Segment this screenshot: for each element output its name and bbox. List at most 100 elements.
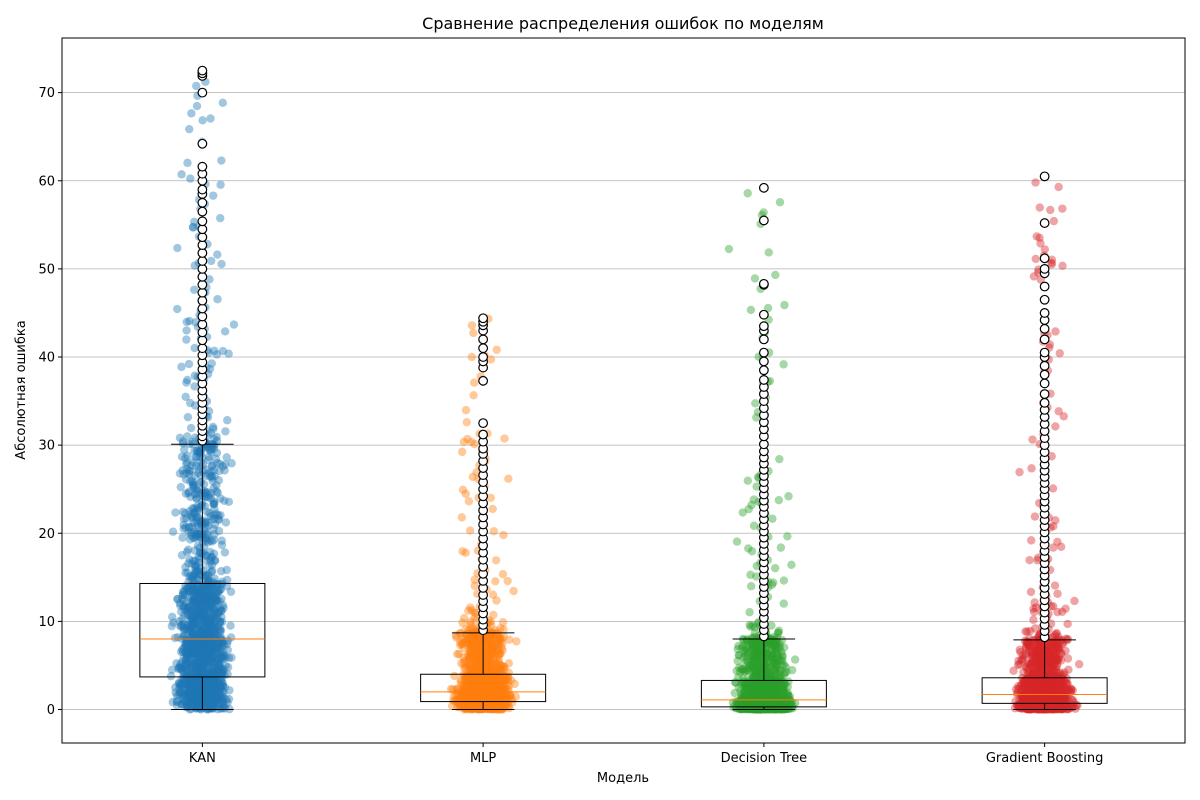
scatter-point bbox=[204, 687, 213, 697]
scatter-point bbox=[193, 594, 202, 603]
scatter-point bbox=[192, 529, 202, 538]
scatter-point bbox=[223, 416, 232, 425]
scatter-point bbox=[190, 490, 200, 499]
scatter-point bbox=[217, 617, 227, 627]
scatter-point bbox=[202, 529, 212, 539]
scatter-point bbox=[208, 636, 218, 645]
scatter-point bbox=[206, 597, 215, 606]
scatter-point bbox=[188, 646, 197, 656]
scatter-point bbox=[770, 640, 780, 649]
scatter-point bbox=[189, 687, 198, 697]
scatter-point bbox=[181, 665, 190, 675]
scatter-point bbox=[219, 688, 228, 697]
scatter-point bbox=[184, 690, 193, 700]
scatter-point bbox=[214, 658, 223, 667]
scatter-point bbox=[179, 683, 188, 693]
scatter-point bbox=[210, 658, 220, 668]
scatter-point bbox=[207, 640, 216, 649]
scatter-point bbox=[176, 660, 185, 669]
scatter-point bbox=[190, 527, 199, 537]
scatter-point bbox=[194, 662, 203, 672]
scatter-point bbox=[200, 487, 210, 496]
scatter-point bbox=[183, 584, 192, 593]
scatter-point bbox=[204, 586, 213, 596]
scatter-point bbox=[779, 599, 788, 608]
scatter-point bbox=[217, 156, 226, 165]
scatter-point bbox=[207, 592, 217, 602]
scatter-point bbox=[209, 625, 219, 635]
scatter-point bbox=[199, 596, 208, 606]
scatter-point bbox=[212, 671, 221, 680]
scatter-point bbox=[190, 546, 200, 555]
scatter-point bbox=[213, 668, 223, 678]
scatter-point bbox=[181, 392, 190, 401]
scatter-point bbox=[748, 651, 758, 661]
scatter-point bbox=[197, 630, 207, 639]
scatter-point bbox=[209, 483, 218, 493]
scatter-point bbox=[188, 223, 198, 232]
scatter-point bbox=[777, 673, 786, 683]
scatter-point bbox=[198, 609, 207, 619]
scatter-point bbox=[209, 681, 218, 690]
scatter-point bbox=[208, 700, 217, 709]
scatter-point bbox=[724, 244, 734, 254]
scatter-point bbox=[203, 700, 212, 709]
scatter-point bbox=[469, 391, 478, 400]
scatter-point bbox=[212, 480, 221, 490]
scatter-point bbox=[196, 611, 206, 620]
scatter-point bbox=[202, 689, 211, 699]
scatter-point bbox=[183, 458, 192, 467]
scatter-point bbox=[470, 439, 479, 449]
scatter-point bbox=[188, 481, 198, 490]
scatter-point bbox=[766, 671, 775, 681]
scatter-point bbox=[207, 639, 217, 649]
scatter-point bbox=[192, 649, 201, 658]
scatter-point bbox=[197, 620, 206, 629]
scatter-point bbox=[192, 674, 202, 683]
scatter-point bbox=[186, 620, 196, 630]
scatter-point bbox=[204, 630, 214, 639]
scatter-point bbox=[500, 434, 509, 443]
scatter-point bbox=[203, 601, 213, 611]
scatter-point bbox=[181, 459, 191, 469]
scatter-point bbox=[205, 555, 215, 564]
scatter-point bbox=[214, 639, 224, 648]
scatter-point bbox=[469, 328, 478, 338]
scatter-point bbox=[194, 679, 203, 689]
scatter-point bbox=[206, 703, 216, 713]
scatter-point bbox=[213, 700, 223, 710]
scatter-point bbox=[176, 482, 186, 492]
scatter-point bbox=[202, 701, 211, 710]
scatter-point bbox=[192, 81, 201, 91]
scatter-point bbox=[209, 640, 218, 649]
scatter-point bbox=[193, 520, 202, 530]
scatter-point bbox=[186, 531, 196, 540]
scatter-point bbox=[176, 621, 186, 631]
scatter-point bbox=[214, 686, 223, 696]
scatter-point bbox=[192, 597, 201, 606]
scatter-point bbox=[192, 677, 201, 686]
scatter-point bbox=[183, 412, 193, 422]
scatter-point bbox=[182, 648, 191, 657]
scatter-point bbox=[182, 691, 191, 701]
scatter-point bbox=[217, 566, 226, 576]
scatter-point bbox=[204, 598, 213, 607]
scatter-point bbox=[196, 644, 206, 654]
scatter-point bbox=[222, 695, 231, 704]
scatter-point bbox=[776, 543, 786, 552]
scatter-point bbox=[194, 587, 204, 596]
scatter-point bbox=[194, 587, 204, 596]
scatter-point bbox=[184, 523, 194, 532]
scatter-point bbox=[180, 631, 189, 641]
scatter-point bbox=[470, 581, 479, 591]
scatter-point bbox=[172, 701, 182, 710]
scatter-point bbox=[204, 639, 214, 649]
scatter-point bbox=[779, 576, 789, 585]
scatter-point bbox=[208, 698, 217, 707]
scatter-point bbox=[191, 649, 200, 659]
scatter-point bbox=[194, 465, 203, 474]
scatter-point bbox=[186, 664, 196, 673]
scatter-point bbox=[198, 642, 207, 652]
y-gridlines bbox=[62, 92, 1185, 710]
scatter-point bbox=[760, 652, 769, 662]
